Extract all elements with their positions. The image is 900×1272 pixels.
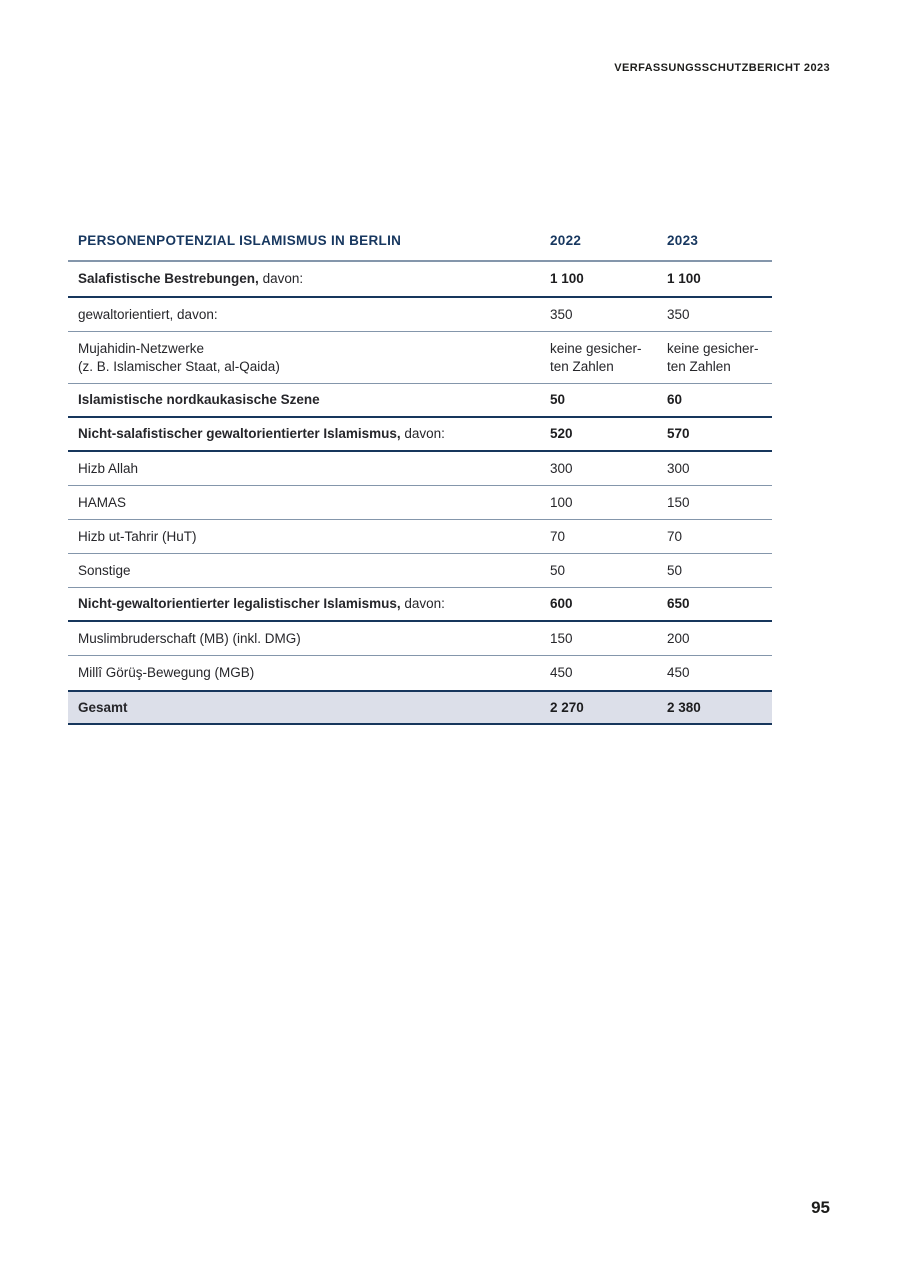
value-2023: keine gesicher- ten Zahlen [667, 340, 759, 374]
row-label-main: Salafistische Bestrebungen, [78, 271, 259, 287]
row-label-main: Mujahidin-Netzwerke (z. B. Islamischer S… [78, 340, 280, 374]
table-row: HAMAS 100 150 [68, 486, 772, 520]
value-2023: 150 [667, 494, 690, 510]
row-label: Hizb Allah [68, 460, 550, 478]
value-2022: 100 [550, 494, 573, 510]
value-2023: 60 [667, 392, 683, 408]
value-2023: 450 [667, 665, 690, 681]
value-2022: 50 [550, 562, 566, 578]
row-label: Mujahidin-Netzwerke (z. B. Islamischer S… [68, 340, 550, 375]
row-label: Nicht-salafistischer gewaltorientierter … [68, 425, 550, 443]
report-header: VERFASSUNGSSCHUTZBERICHT 2023 [614, 62, 830, 74]
value-2023: 70 [667, 528, 683, 544]
value-2022: 150 [550, 630, 573, 646]
row-label: Millî Görüş-Bewegung (MGB) [68, 664, 550, 682]
personenpotenzial-table: PERSONENPOTENZIAL ISLAMISMUS IN BERLIN 2… [68, 222, 772, 725]
row-label: Nicht-gewaltorientierter legalistischer … [68, 595, 550, 613]
value-2022: 1 100 [550, 271, 584, 287]
row-label-main: Nicht-salafistischer gewaltorientierter … [78, 426, 401, 442]
row-label: Muslimbruderschaft (MB) (inkl. DMG) [68, 630, 550, 648]
row-label-suffix: davon: [400, 426, 445, 442]
value-2023: 1 100 [667, 271, 701, 287]
column-header-2023: 2023 [667, 233, 699, 249]
row-label-main: gewaltorientiert, davon: [78, 306, 218, 322]
table-row: Nicht-salafistischer gewaltorientierter … [68, 418, 772, 452]
row-label: Sonstige [68, 562, 550, 580]
value-2023: 50 [667, 562, 683, 578]
value-2023: 2 380 [667, 699, 701, 715]
row-label-main: Sonstige [78, 562, 131, 578]
row-label-main: HAMAS [78, 494, 127, 510]
row-label-main: Islamistische nordkaukasische Szene [78, 392, 320, 408]
value-2023: 570 [667, 426, 690, 442]
table-row: Muslimbruderschaft (MB) (inkl. DMG) 150 … [68, 622, 772, 656]
row-label-main: Gesamt [78, 699, 128, 715]
row-label: HAMAS [68, 494, 550, 512]
value-2023: 650 [667, 596, 690, 612]
table-row: Millî Görüş-Bewegung (MGB) 450 450 [68, 656, 772, 690]
row-label-main: Muslimbruderschaft (MB) (inkl. DMG) [78, 630, 301, 646]
value-2022: 300 [550, 460, 573, 476]
table-header-row: PERSONENPOTENZIAL ISLAMISMUS IN BERLIN 2… [68, 222, 772, 262]
value-2022: 600 [550, 596, 573, 612]
row-label-main: Nicht-gewaltorientierter legalistischer … [78, 596, 401, 612]
value-2022: 520 [550, 426, 573, 442]
table-row: Sonstige 50 50 [68, 554, 772, 588]
row-label-main: Millî Görüş-Bewegung (MGB) [78, 665, 255, 681]
row-label-main: Hizb Allah [78, 460, 139, 476]
value-2022: 70 [550, 528, 566, 544]
row-label-main: Hizb ut-Tahrir (HuT) [78, 528, 197, 544]
row-label-suffix: davon: [258, 271, 304, 287]
table-row: Nicht-gewaltorientierter legalistischer … [68, 588, 772, 622]
row-label-suffix: davon: [400, 596, 445, 612]
value-2023: 300 [667, 460, 690, 476]
table-row-total: Gesamt 2 270 2 380 [68, 690, 772, 725]
value-2022: 50 [550, 392, 566, 408]
value-2022: 450 [550, 665, 573, 681]
table-row: Islamistische nordkaukasische Szene 50 6… [68, 384, 772, 418]
table-row: Salafistische Bestrebungen, davon: 1 100… [68, 262, 772, 298]
row-label: Gesamt [68, 699, 550, 717]
row-label: Salafistische Bestrebungen, davon: [68, 270, 550, 288]
value-2023: 200 [667, 630, 690, 646]
value-2022: 2 270 [550, 699, 584, 715]
row-label: Hizb ut-Tahrir (HuT) [68, 528, 550, 546]
value-2022: 350 [550, 306, 573, 322]
table-row: Hizb ut-Tahrir (HuT) 70 70 [68, 520, 772, 554]
page-number: 95 [811, 1198, 830, 1217]
row-label: Islamistische nordkaukasische Szene [68, 391, 550, 409]
row-label: gewaltorientiert, davon: [68, 306, 550, 324]
value-2022: keine gesicher- ten Zahlen [550, 340, 642, 374]
table-row: Mujahidin-Netzwerke (z. B. Islamischer S… [68, 332, 772, 384]
table-title: PERSONENPOTENZIAL ISLAMISMUS IN BERLIN [78, 233, 402, 249]
table-row: Hizb Allah 300 300 [68, 452, 772, 486]
value-2023: 350 [667, 306, 690, 322]
table-row: gewaltorientiert, davon: 350 350 [68, 298, 772, 332]
column-header-2022: 2022 [550, 233, 582, 249]
